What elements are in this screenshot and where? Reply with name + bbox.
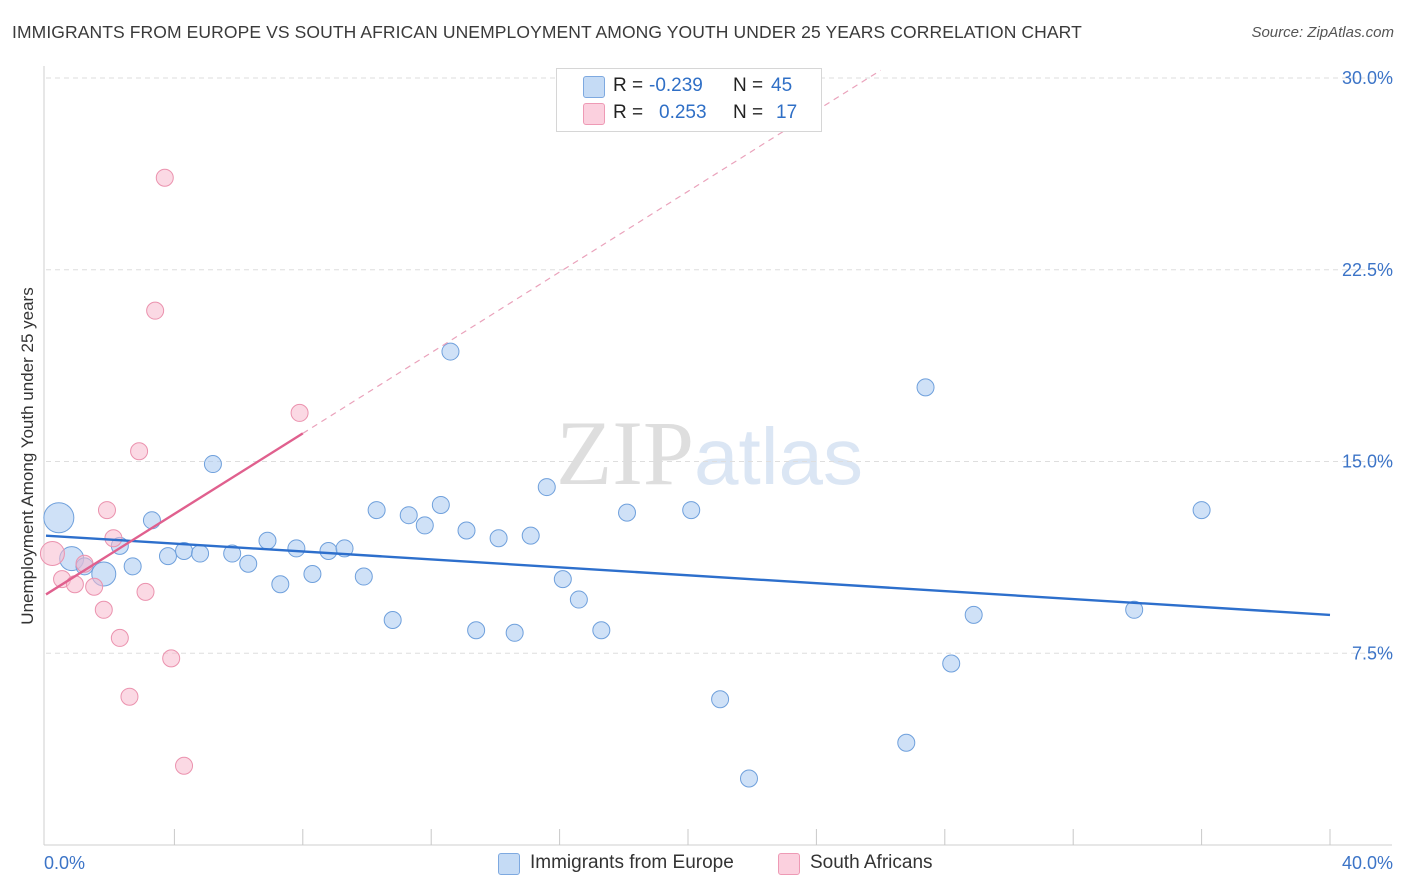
point-immigrants-from-europe [618, 503, 637, 522]
point-immigrants-from-europe [431, 495, 450, 514]
point-south-africans [136, 582, 155, 601]
point-immigrants-from-europe [399, 506, 418, 525]
point-immigrants-from-europe [354, 567, 373, 586]
correlation-legend: R = -0.239 N = 45 R = 0.253 N = 17 [556, 68, 822, 132]
legend-n-label: N = [733, 75, 764, 96]
legend-swatch-south-africans [583, 103, 605, 125]
chart-title: IMMIGRANTS FROM EUROPE VS SOUTH AFRICAN … [12, 22, 1082, 42]
point-immigrants-from-europe [258, 531, 277, 550]
legend-n-label: N = [733, 102, 764, 123]
point-immigrants-from-europe [271, 575, 290, 594]
source-label: Source: ZipAtlas.com [1251, 24, 1394, 41]
point-immigrants-from-europe [142, 511, 161, 530]
point-immigrants-from-europe [223, 544, 242, 563]
point-immigrants-from-europe [467, 621, 486, 640]
point-south-africans [65, 575, 84, 594]
point-immigrants-from-europe [964, 605, 983, 624]
point-immigrants-from-europe [203, 455, 222, 474]
legend-n-value: 45 [771, 75, 793, 96]
point-immigrants-from-europe [158, 547, 177, 566]
point-south-africans [155, 168, 174, 187]
trend-line-immigrants-from-europe [45, 534, 1331, 617]
legend-r-label: R = [613, 75, 644, 96]
bottom-legend-label-south-africans: South Africans [810, 852, 933, 873]
point-immigrants-from-europe [191, 544, 210, 563]
y-tick-label: 30.0% [1342, 68, 1393, 88]
point-immigrants-from-europe [569, 590, 588, 609]
bottom-legend-swatch-south-africans [778, 853, 800, 875]
point-immigrants-from-europe [592, 621, 611, 640]
point-south-africans [175, 756, 194, 775]
point-immigrants-from-europe [441, 342, 460, 361]
trend-line-south-africans [45, 432, 304, 596]
point-south-africans [130, 442, 149, 461]
point-immigrants-from-europe [383, 611, 402, 630]
point-immigrants-from-europe [682, 501, 701, 520]
point-immigrants-from-europe [537, 478, 556, 497]
point-south-africans [120, 687, 139, 706]
y-tick-label: 22.5% [1342, 260, 1393, 280]
x-tick-label: 0.0% [44, 853, 85, 873]
point-immigrants-from-europe [457, 521, 476, 540]
point-immigrants-from-europe [739, 769, 758, 788]
bottom-legend-swatch-europe [498, 853, 520, 875]
point-immigrants-from-europe [43, 502, 75, 534]
point-immigrants-from-europe [123, 557, 142, 576]
point-south-africans [110, 628, 129, 647]
trend-extension-south-africans [302, 69, 881, 434]
point-south-africans [39, 541, 65, 567]
point-immigrants-from-europe [711, 690, 730, 709]
point-south-africans [94, 600, 113, 619]
point-south-africans [97, 501, 116, 520]
point-immigrants-from-europe [521, 526, 540, 545]
point-immigrants-from-europe [367, 501, 386, 520]
legend-r-value: -0.239 [649, 75, 703, 96]
point-south-africans [104, 529, 123, 548]
legend-r-value: 0.253 [659, 102, 707, 123]
legend-r-label: R = [613, 102, 644, 123]
point-immigrants-from-europe [505, 623, 524, 642]
point-immigrants-from-europe [239, 554, 258, 573]
point-immigrants-from-europe [415, 516, 434, 535]
point-immigrants-from-europe [916, 378, 935, 397]
point-immigrants-from-europe [1125, 600, 1144, 619]
point-south-africans [162, 649, 181, 668]
legend-n-value: 17 [776, 102, 798, 123]
point-immigrants-from-europe [1192, 501, 1211, 520]
point-south-africans [85, 577, 104, 596]
point-immigrants-from-europe [319, 541, 338, 560]
point-south-africans [146, 301, 165, 320]
y-tick-label: 7.5% [1352, 643, 1393, 663]
point-immigrants-from-europe [553, 570, 572, 589]
point-immigrants-from-europe [303, 564, 322, 583]
y-tick-label: 15.0% [1342, 452, 1393, 472]
x-tick-label: 40.0% [1342, 853, 1393, 873]
point-immigrants-from-europe [489, 529, 508, 548]
point-immigrants-from-europe [897, 733, 916, 752]
point-immigrants-from-europe [942, 654, 961, 673]
bottom-legend-label-europe: Immigrants from Europe [530, 852, 734, 873]
point-south-africans [290, 403, 309, 422]
point-immigrants-from-europe [287, 539, 306, 558]
legend-swatch-europe [583, 76, 605, 98]
y-axis-label: Unemployment Among Youth under 25 years [18, 287, 37, 625]
watermark: ZIPatlas [556, 402, 863, 504]
